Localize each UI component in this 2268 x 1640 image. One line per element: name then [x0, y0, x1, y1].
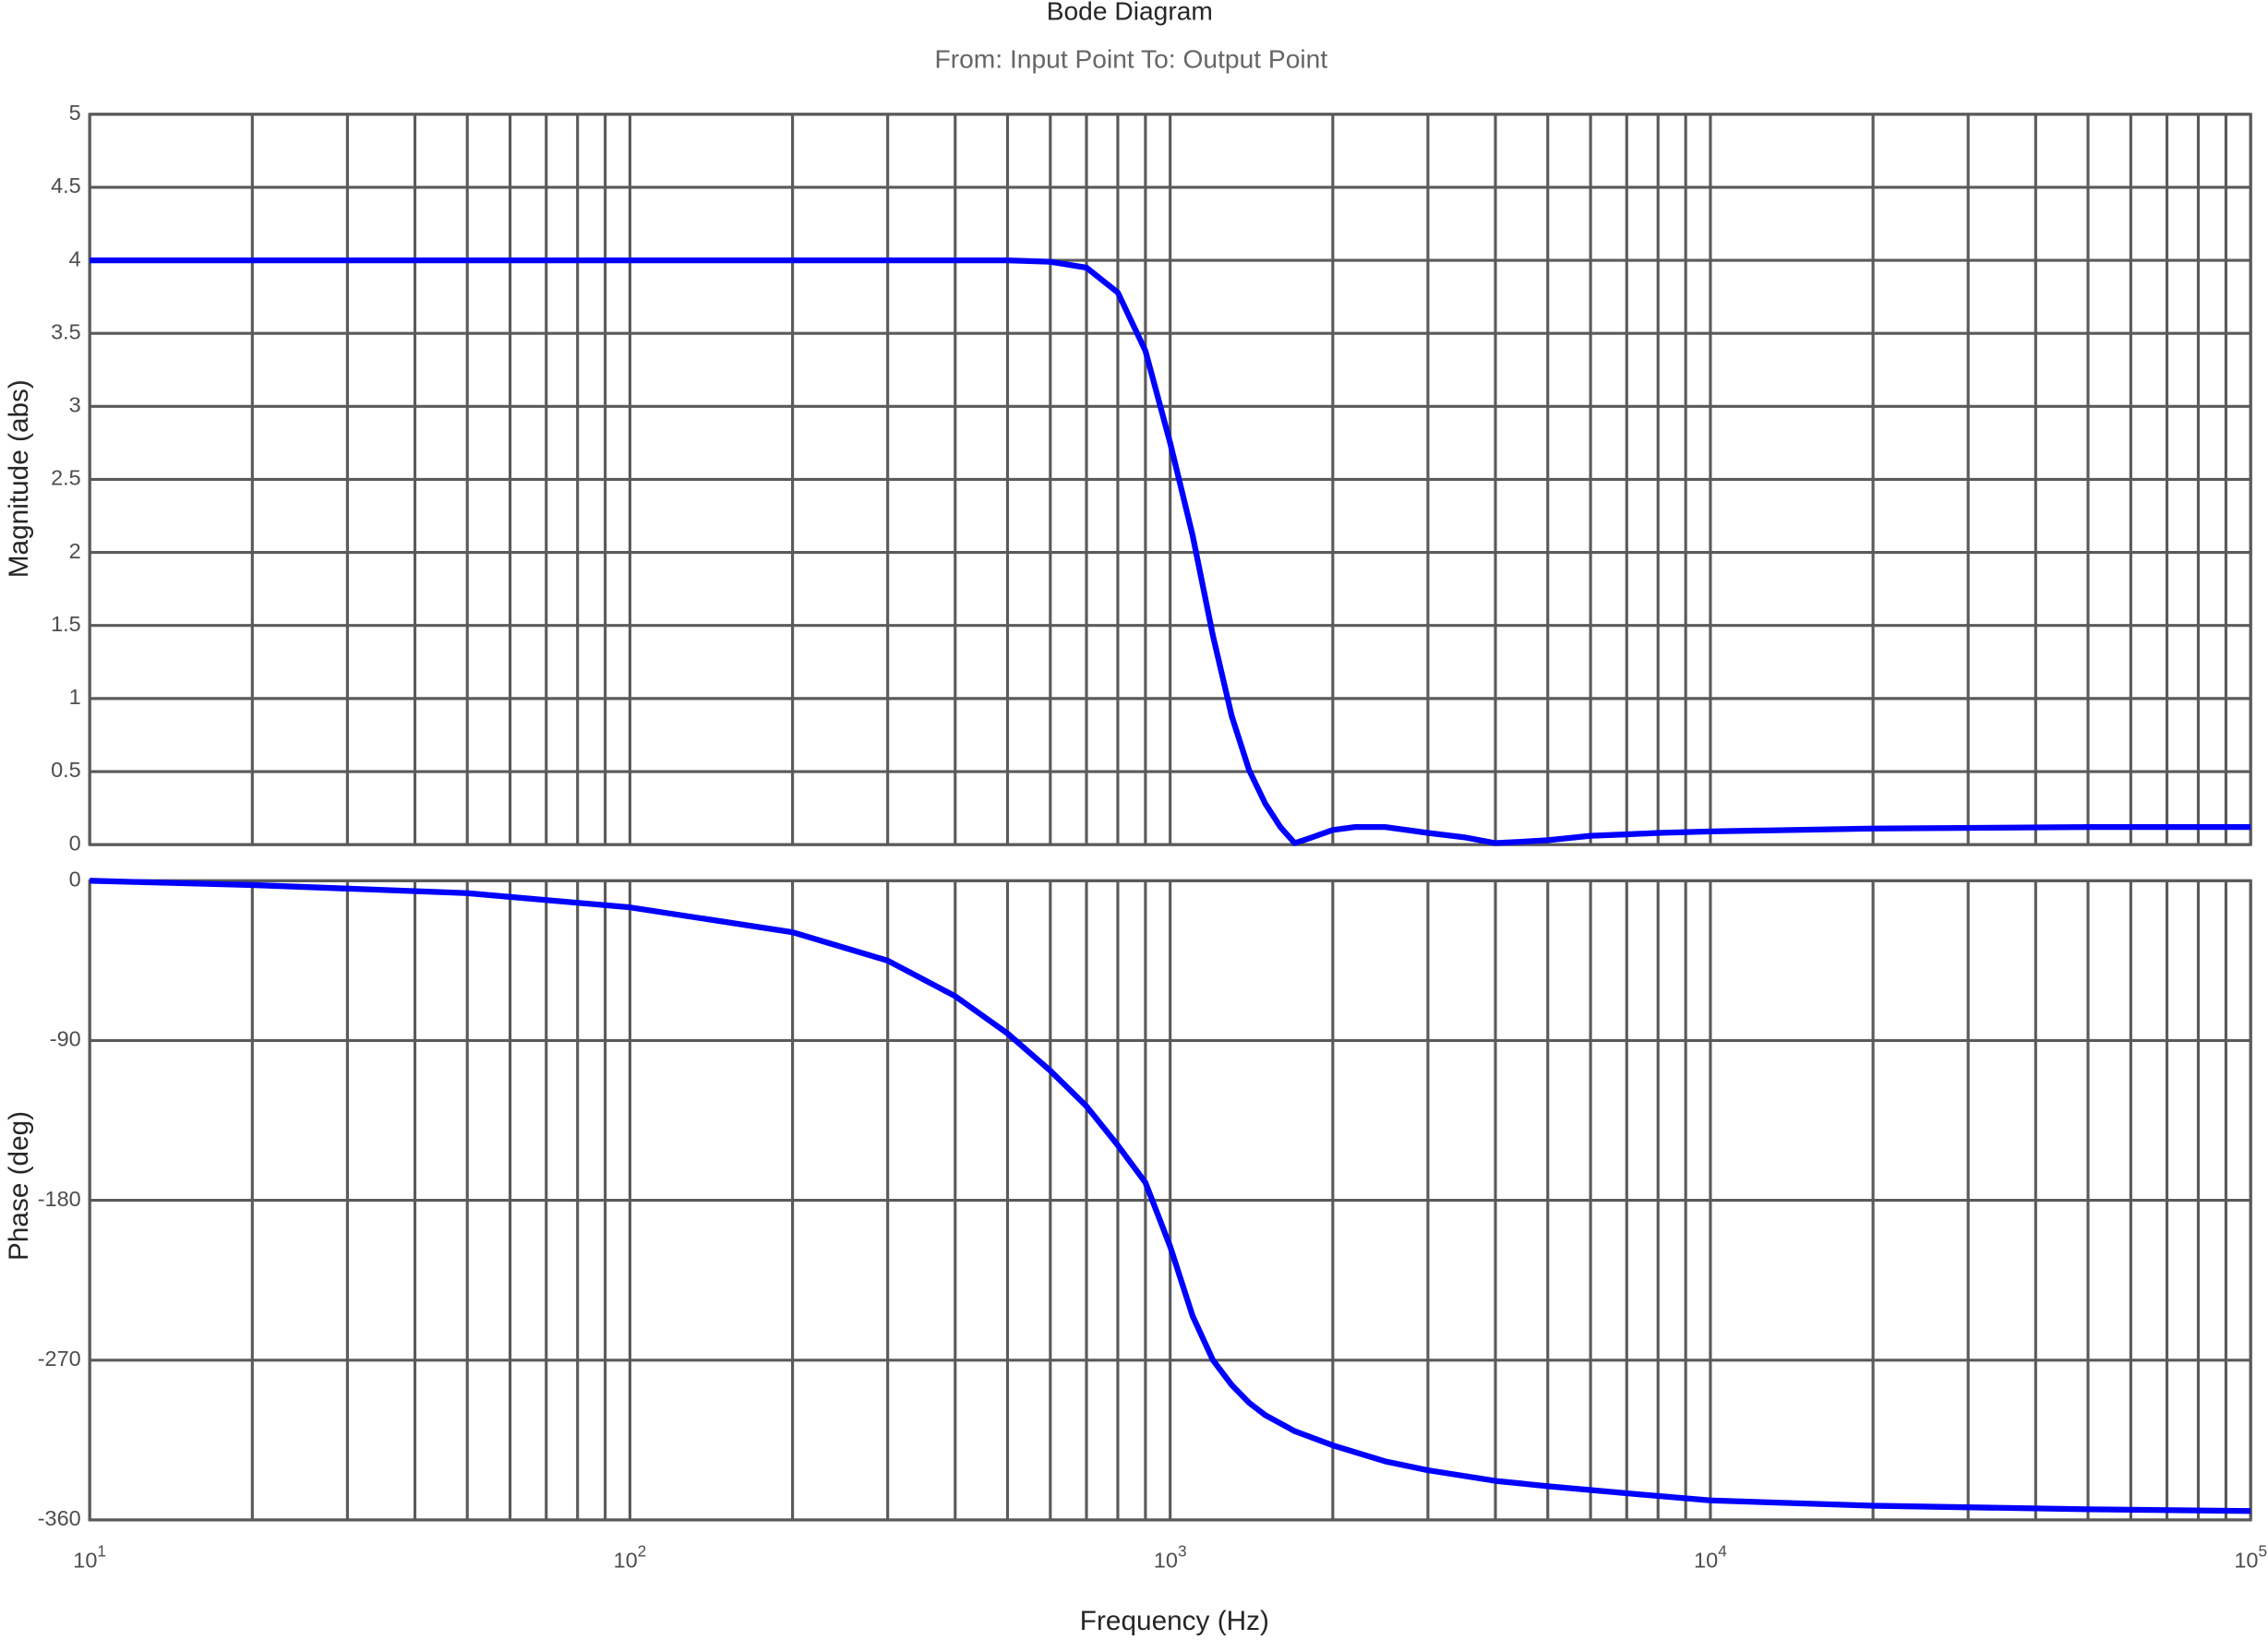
- y-axis-label: Phase (deg): [4, 1111, 34, 1261]
- y-tick-label: 4: [69, 246, 81, 270]
- x-tick-label: 104: [1694, 1541, 1727, 1573]
- y-tick-label: 0: [69, 868, 81, 892]
- y-tick-label: 1: [69, 685, 81, 709]
- y-tick-label: -270: [38, 1347, 81, 1371]
- x-tick-label: 101: [73, 1541, 106, 1573]
- chart-subtitle: From: Input Point To: Output Point: [935, 43, 1328, 73]
- y-tick-label: 4.5: [51, 174, 81, 198]
- y-tick-label: 1.5: [51, 612, 81, 636]
- x-axis-label: Frequency (Hz): [1080, 1606, 1269, 1636]
- x-tick-label: 102: [614, 1541, 647, 1573]
- y-tick-label: -180: [38, 1187, 81, 1211]
- y-axis-label: Magnitude (abs): [4, 379, 34, 578]
- data-line: [90, 257, 2251, 846]
- y-tick-label: 2: [69, 539, 81, 563]
- y-tick-label: -90: [50, 1027, 81, 1051]
- chart-title: Bode Diagram: [1047, 0, 1213, 26]
- y-tick-label: 5: [69, 101, 81, 125]
- y-tick-label: 2.5: [51, 466, 81, 490]
- x-tick-label: 105: [2234, 1541, 2267, 1573]
- x-tick-label: 103: [1154, 1541, 1187, 1573]
- y-tick-label: 3.5: [51, 319, 81, 343]
- y-tick-label: -360: [38, 1506, 81, 1530]
- y-tick-label: 0.5: [51, 758, 81, 782]
- y-tick-label: 3: [69, 393, 81, 417]
- data-line: [90, 878, 2251, 1514]
- y-tick-label: 0: [69, 831, 81, 855]
